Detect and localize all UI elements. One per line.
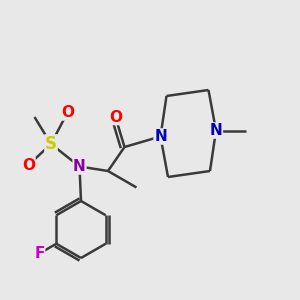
Text: S: S [45, 135, 57, 153]
Text: N: N [154, 129, 167, 144]
Text: O: O [61, 105, 74, 120]
Text: F: F [34, 246, 45, 261]
Text: N: N [73, 159, 86, 174]
Text: N: N [210, 123, 222, 138]
Text: O: O [22, 158, 35, 172]
Text: O: O [109, 110, 122, 124]
